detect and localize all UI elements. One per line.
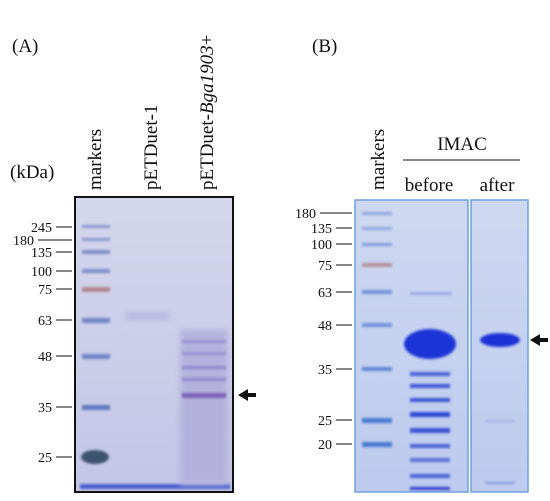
lane-label-part: + <box>197 35 218 46</box>
gel-border <box>470 199 529 493</box>
panel-label: (B) <box>312 36 337 57</box>
sample-lane-bands <box>125 312 228 485</box>
after-lane-bands <box>480 333 520 484</box>
before-lane-bands <box>404 292 456 490</box>
lane-label: markers <box>85 129 106 190</box>
gel-b <box>354 199 529 493</box>
gel-border <box>354 199 469 493</box>
marker-label: 35 <box>38 401 52 416</box>
marker-label: 20 <box>318 438 332 453</box>
marker-label: 48 <box>318 319 332 334</box>
marker-label: 35 <box>318 363 332 378</box>
lane-label-part: pETDuet- <box>197 114 218 190</box>
panel-label: (A) <box>12 36 38 57</box>
marker-label: 48 <box>38 350 52 365</box>
marker-label: 63 <box>38 314 52 329</box>
marker-label: 245 <box>31 221 52 236</box>
group-label: IMAC <box>437 134 487 155</box>
marker-lane-bands <box>362 212 392 447</box>
marker-label: 135 <box>31 246 52 261</box>
lane-label-part: Bga1903 <box>197 45 218 114</box>
marker-label: 135 <box>311 222 332 237</box>
lane-label: markers <box>368 129 389 190</box>
unit-label: (kDa) <box>10 162 54 183</box>
lane-label: before <box>405 175 454 196</box>
lane-label: after <box>480 175 515 196</box>
marker-label: 100 <box>311 238 332 253</box>
lane-label: pETDuet-1 <box>141 105 162 190</box>
marker-label: 180 <box>13 234 34 249</box>
arrow <box>530 334 548 346</box>
gel-border <box>74 196 234 493</box>
marker-label: 25 <box>318 414 332 429</box>
sample-bands <box>182 340 226 398</box>
marker-label: 180 <box>295 207 316 222</box>
marker-label: 25 <box>38 451 52 466</box>
marker-label: 75 <box>38 283 52 298</box>
marker-label: 100 <box>31 265 52 280</box>
arrow <box>238 389 256 401</box>
marker-label: 75 <box>318 259 332 274</box>
marker-label: 63 <box>318 286 332 301</box>
marker-lane-bands <box>80 225 230 489</box>
gel-a <box>74 196 234 493</box>
lane-label: pETDuet-Bga1903+ <box>197 35 218 190</box>
